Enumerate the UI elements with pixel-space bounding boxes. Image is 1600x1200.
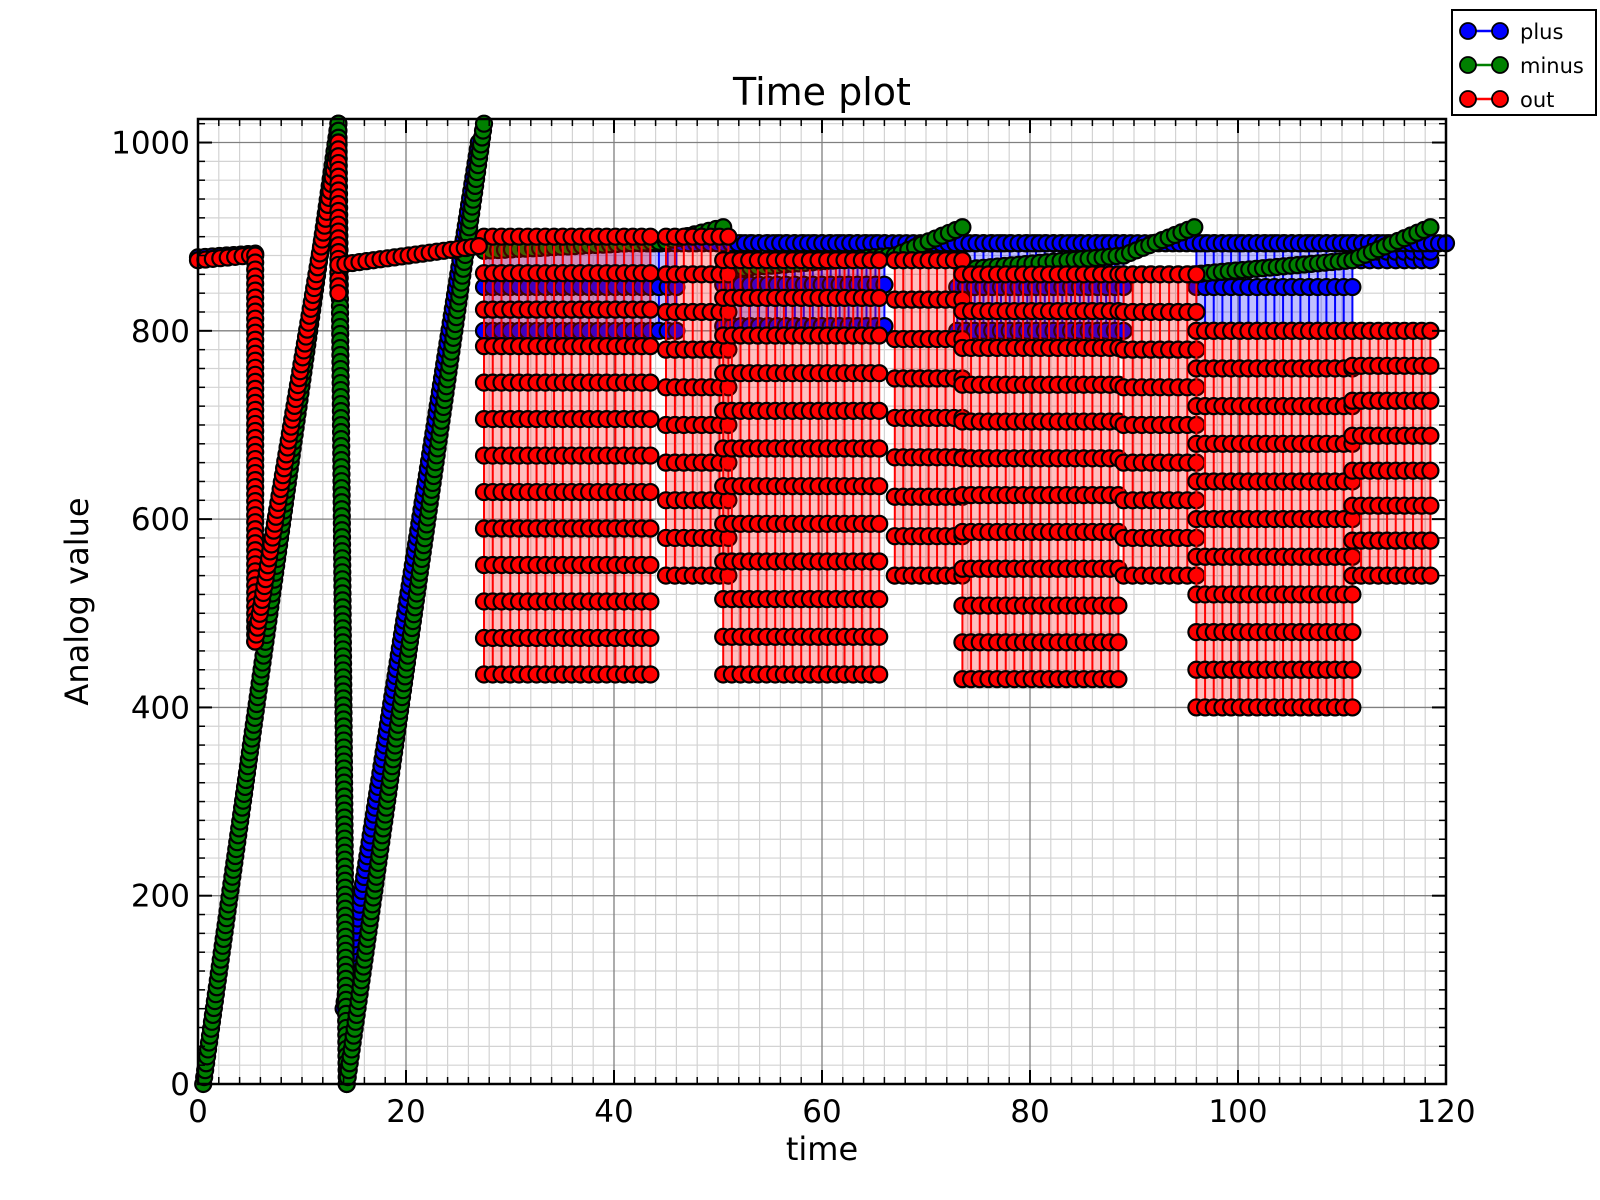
data-point — [870, 552, 889, 571]
data-point — [870, 514, 889, 533]
data-point — [870, 477, 889, 496]
y-tick-label: 1000 — [111, 126, 190, 162]
legend-marker — [1459, 22, 1477, 40]
data-point — [641, 409, 660, 429]
data-point — [1421, 531, 1440, 550]
x-tick-label: 60 — [802, 1094, 841, 1130]
data-point — [469, 236, 488, 256]
data-point — [1421, 426, 1440, 445]
y-tick-label: 800 — [131, 314, 190, 350]
x-tick-label: 0 — [188, 1094, 208, 1130]
legend-marker — [1491, 56, 1509, 74]
data-point — [641, 300, 660, 319]
legend-item-out: out — [1459, 88, 1554, 112]
data-point — [1421, 391, 1440, 410]
data-point — [1343, 585, 1362, 604]
data-point — [1343, 660, 1362, 679]
data-point — [1421, 356, 1440, 375]
x-tick-label: 100 — [1208, 1094, 1267, 1130]
x-tick-label: 80 — [1010, 1094, 1049, 1130]
data-point — [641, 446, 660, 465]
data-point — [641, 482, 660, 502]
legend-item-minus: minus — [1459, 54, 1584, 78]
data-point — [641, 665, 660, 684]
data-point — [1421, 566, 1440, 585]
y-tick-label: 400 — [131, 690, 190, 726]
data-point — [641, 592, 660, 611]
data-point — [870, 251, 889, 270]
data-point — [1421, 496, 1440, 515]
data-point — [870, 288, 889, 307]
legend-label: plus — [1520, 20, 1563, 44]
legend-item-plus: plus — [1459, 20, 1563, 44]
data-point — [870, 590, 889, 609]
y-tick-label: 600 — [131, 502, 190, 538]
data-point — [641, 628, 660, 648]
chart-title: Time plot — [732, 70, 911, 114]
data-point — [1185, 218, 1204, 237]
data-point — [1109, 670, 1128, 689]
data-point — [1421, 218, 1440, 237]
y-tick-label: 200 — [131, 879, 190, 915]
data-point — [641, 337, 660, 356]
legend-label: minus — [1520, 54, 1584, 78]
data-point — [1343, 698, 1362, 717]
data-point — [1187, 265, 1206, 284]
x-tick-labels: 0 20 40 60 80 100 120 — [188, 1094, 1475, 1130]
series-out — [188, 133, 1440, 717]
data-point — [870, 401, 889, 420]
data-point — [870, 665, 889, 684]
data-point — [870, 439, 889, 458]
legend-marker — [1459, 56, 1477, 74]
data-point — [719, 227, 738, 246]
legend-label: out — [1520, 88, 1554, 112]
data-point — [329, 284, 348, 303]
data-point — [1343, 622, 1362, 642]
data-point — [1109, 596, 1128, 615]
y-axis-label: Analog value — [58, 497, 96, 705]
data-point — [641, 555, 660, 575]
data-point — [641, 264, 660, 283]
data-point — [1187, 302, 1206, 322]
x-tick-label: 20 — [386, 1094, 425, 1130]
data-point — [953, 218, 972, 237]
y-tick-label: 0 — [170, 1067, 190, 1103]
series-layer — [188, 114, 1456, 1094]
legend-marker — [1491, 22, 1509, 40]
data-point — [870, 364, 889, 383]
x-tick-label: 120 — [1416, 1094, 1475, 1130]
legend-marker — [1491, 90, 1509, 108]
data-point — [641, 373, 660, 392]
data-point — [641, 227, 660, 246]
data-point — [870, 627, 889, 646]
data-point — [1421, 461, 1440, 480]
x-axis-label: time — [786, 1130, 858, 1168]
data-point — [1343, 277, 1362, 297]
legend-marker — [1459, 90, 1477, 108]
legend: plus minus out — [1451, 9, 1597, 116]
data-point — [1109, 633, 1128, 652]
data-point — [641, 519, 660, 538]
y-tick-labels: 0 200 400 600 800 1000 — [111, 126, 190, 1103]
data-point — [870, 326, 889, 345]
tick-marks — [197, 119, 1447, 1085]
x-tick-label: 40 — [594, 1094, 633, 1130]
